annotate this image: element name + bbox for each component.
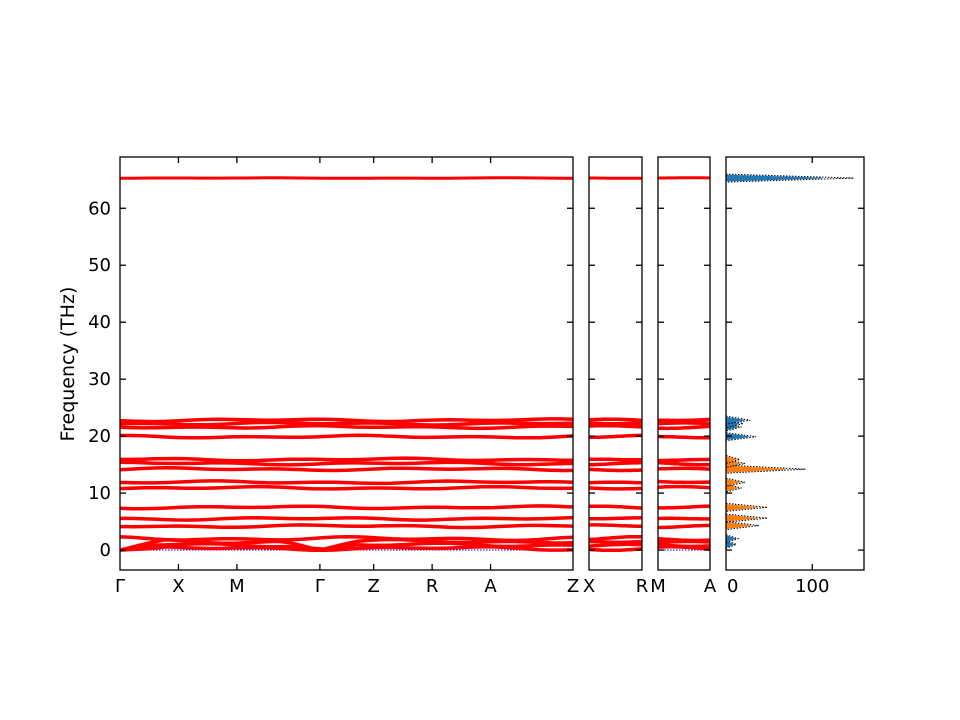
phonon-band-line: [657, 536, 710, 543]
y-tick-label: 0: [100, 540, 111, 561]
phonon-band-line: [119, 466, 573, 473]
dos-total-peak: [725, 415, 751, 425]
dos-panel: 0 100: [725, 156, 865, 597]
high-symmetry-point-label: A: [704, 576, 717, 597]
high-symmetry-point-label: M: [650, 576, 666, 597]
phonon-band-line: [658, 457, 710, 463]
phonon-band-line: [120, 515, 574, 522]
dos-x-tick-label: 0: [727, 576, 738, 597]
phonon-band-line: [589, 421, 643, 426]
phonon-band-line: [589, 480, 643, 485]
phonon-band-line: [589, 504, 643, 510]
y-tick-label: 20: [88, 426, 111, 447]
phonon-band-line: [119, 420, 574, 427]
y-axis-label: Frequency (THz): [57, 287, 79, 442]
phonon-band-line: [657, 484, 711, 490]
y-tick-label: 40: [88, 312, 111, 333]
phonon-band-line: [119, 523, 574, 530]
phonon-band-line: [119, 541, 574, 552]
dos-total-peak: [725, 477, 746, 487]
dos-partial-peak: [725, 535, 737, 543]
high-symmetry-point-label: A: [484, 576, 497, 597]
y-tick-label: 50: [88, 255, 111, 276]
dos-total-peak: [725, 422, 742, 432]
high-symmetry-point-label: M: [229, 576, 245, 597]
phonon-band-line: [119, 479, 574, 486]
dos-x-tick-label: 100: [795, 576, 829, 597]
phonon-band-line: [589, 417, 643, 423]
phonon-band-line: [588, 486, 642, 491]
phonon-band-line: [588, 523, 642, 528]
phonon-band-line: [658, 417, 711, 423]
phonon-band-line: [589, 457, 642, 462]
high-symmetry-point-label: X: [172, 576, 184, 597]
panel-frame: [588, 156, 643, 571]
dos-frame: [725, 156, 865, 571]
high-symmetry-point-label: Γ: [115, 576, 125, 597]
phonon-band-line: [589, 516, 642, 521]
phonon-band-line: [588, 542, 642, 548]
phonon-band-line: [657, 460, 711, 467]
high-symmetry-point-label: R: [636, 576, 649, 597]
phonon-band-line: [120, 433, 574, 440]
dos-total-peak: [725, 173, 854, 183]
panel-frame: [119, 156, 574, 571]
dos-total-peak: [725, 483, 742, 493]
high-symmetry-point-label: X: [583, 576, 595, 597]
phonon-band-line: [588, 534, 642, 542]
phonon-band-line: [658, 466, 711, 471]
phonon-band-line: [589, 539, 643, 545]
phonon-band-line: [657, 542, 711, 549]
y-tick-label: 10: [88, 483, 111, 504]
phonon-band-line: [589, 467, 643, 473]
phonon-band-line: [119, 176, 573, 180]
dos-total-peak: [725, 464, 806, 474]
phonon-band-line: [658, 516, 711, 521]
high-symmetry-point-label: Z: [567, 576, 579, 597]
dos-total-peak: [725, 534, 740, 544]
phonon-band-line: [658, 434, 710, 440]
dos-total-peak: [725, 513, 768, 523]
dos-total-peak: [725, 521, 759, 531]
phonon-band-line: [119, 456, 574, 463]
phonon-band-line: [657, 504, 710, 510]
phonon-band-line: [119, 423, 574, 431]
y-tick-label: 60: [88, 198, 111, 219]
high-symmetry-point-label: R: [426, 576, 439, 597]
phonon-band-line: [589, 461, 642, 467]
dos-total-peak: [725, 432, 757, 442]
phonon-band-line: [588, 547, 643, 553]
phonon-band-line: [658, 424, 711, 431]
high-symmetry-point-label: Γ: [315, 576, 325, 597]
phonon-band-line: [658, 523, 710, 530]
phonon-band-line: [119, 484, 574, 491]
dos-total-peak: [725, 502, 768, 512]
phonon-band-line: [588, 423, 642, 429]
phonon-band-line: [119, 504, 574, 511]
panel-frame: [657, 156, 711, 571]
phonon-band-line: [119, 460, 574, 467]
high-symmetry-point-label: Z: [368, 576, 380, 597]
y-tick-label: 30: [88, 369, 111, 390]
phonon-band-line: [657, 479, 711, 485]
phonon-band-line: [119, 534, 574, 543]
phonon-band-line: [589, 433, 643, 440]
phonon-band-line: [657, 421, 711, 426]
band-panel-1: Γ X M Γ Z R A Z 0 10 20 30 40 50 60: [88, 156, 579, 597]
phonon-band-line: [119, 417, 574, 424]
